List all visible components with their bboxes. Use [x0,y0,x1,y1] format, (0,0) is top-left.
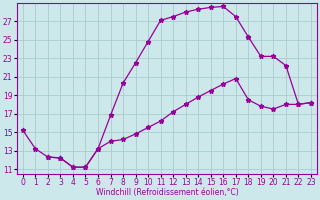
X-axis label: Windchill (Refroidissement éolien,°C): Windchill (Refroidissement éolien,°C) [96,188,238,197]
